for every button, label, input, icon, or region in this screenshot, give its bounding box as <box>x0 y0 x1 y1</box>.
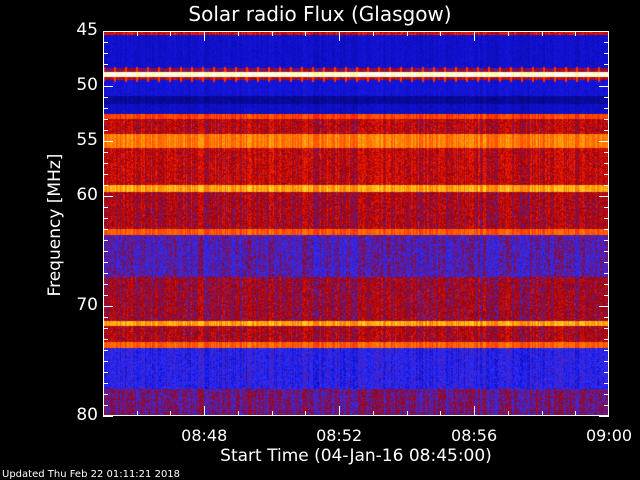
updated-timestamp: Updated Thu Feb 22 01:11:21 2018 <box>2 469 181 480</box>
x-axis-label: Start Time (04-Jan-16 08:45:00) <box>220 446 492 466</box>
plot-frame <box>103 31 609 416</box>
y-tick-label: 50 <box>76 75 98 95</box>
y-tick-label: 80 <box>76 405 98 425</box>
x-tick-label: 09:00 <box>585 426 633 445</box>
chart-title: Solar radio Flux (Glasgow) <box>188 2 452 26</box>
y-tick-label: 60 <box>76 185 98 205</box>
y-tick-label: 70 <box>76 295 98 315</box>
y-tick-label: 45 <box>76 20 98 40</box>
y-axis-label: Frequency [MHz] <box>45 153 65 297</box>
x-tick-label: 08:52 <box>316 426 363 445</box>
x-tick-label: 08:56 <box>451 426 498 445</box>
y-tick-label: 55 <box>76 130 98 150</box>
spectrogram-heatmap <box>103 31 609 416</box>
x-tick-label: 08:48 <box>181 426 228 445</box>
